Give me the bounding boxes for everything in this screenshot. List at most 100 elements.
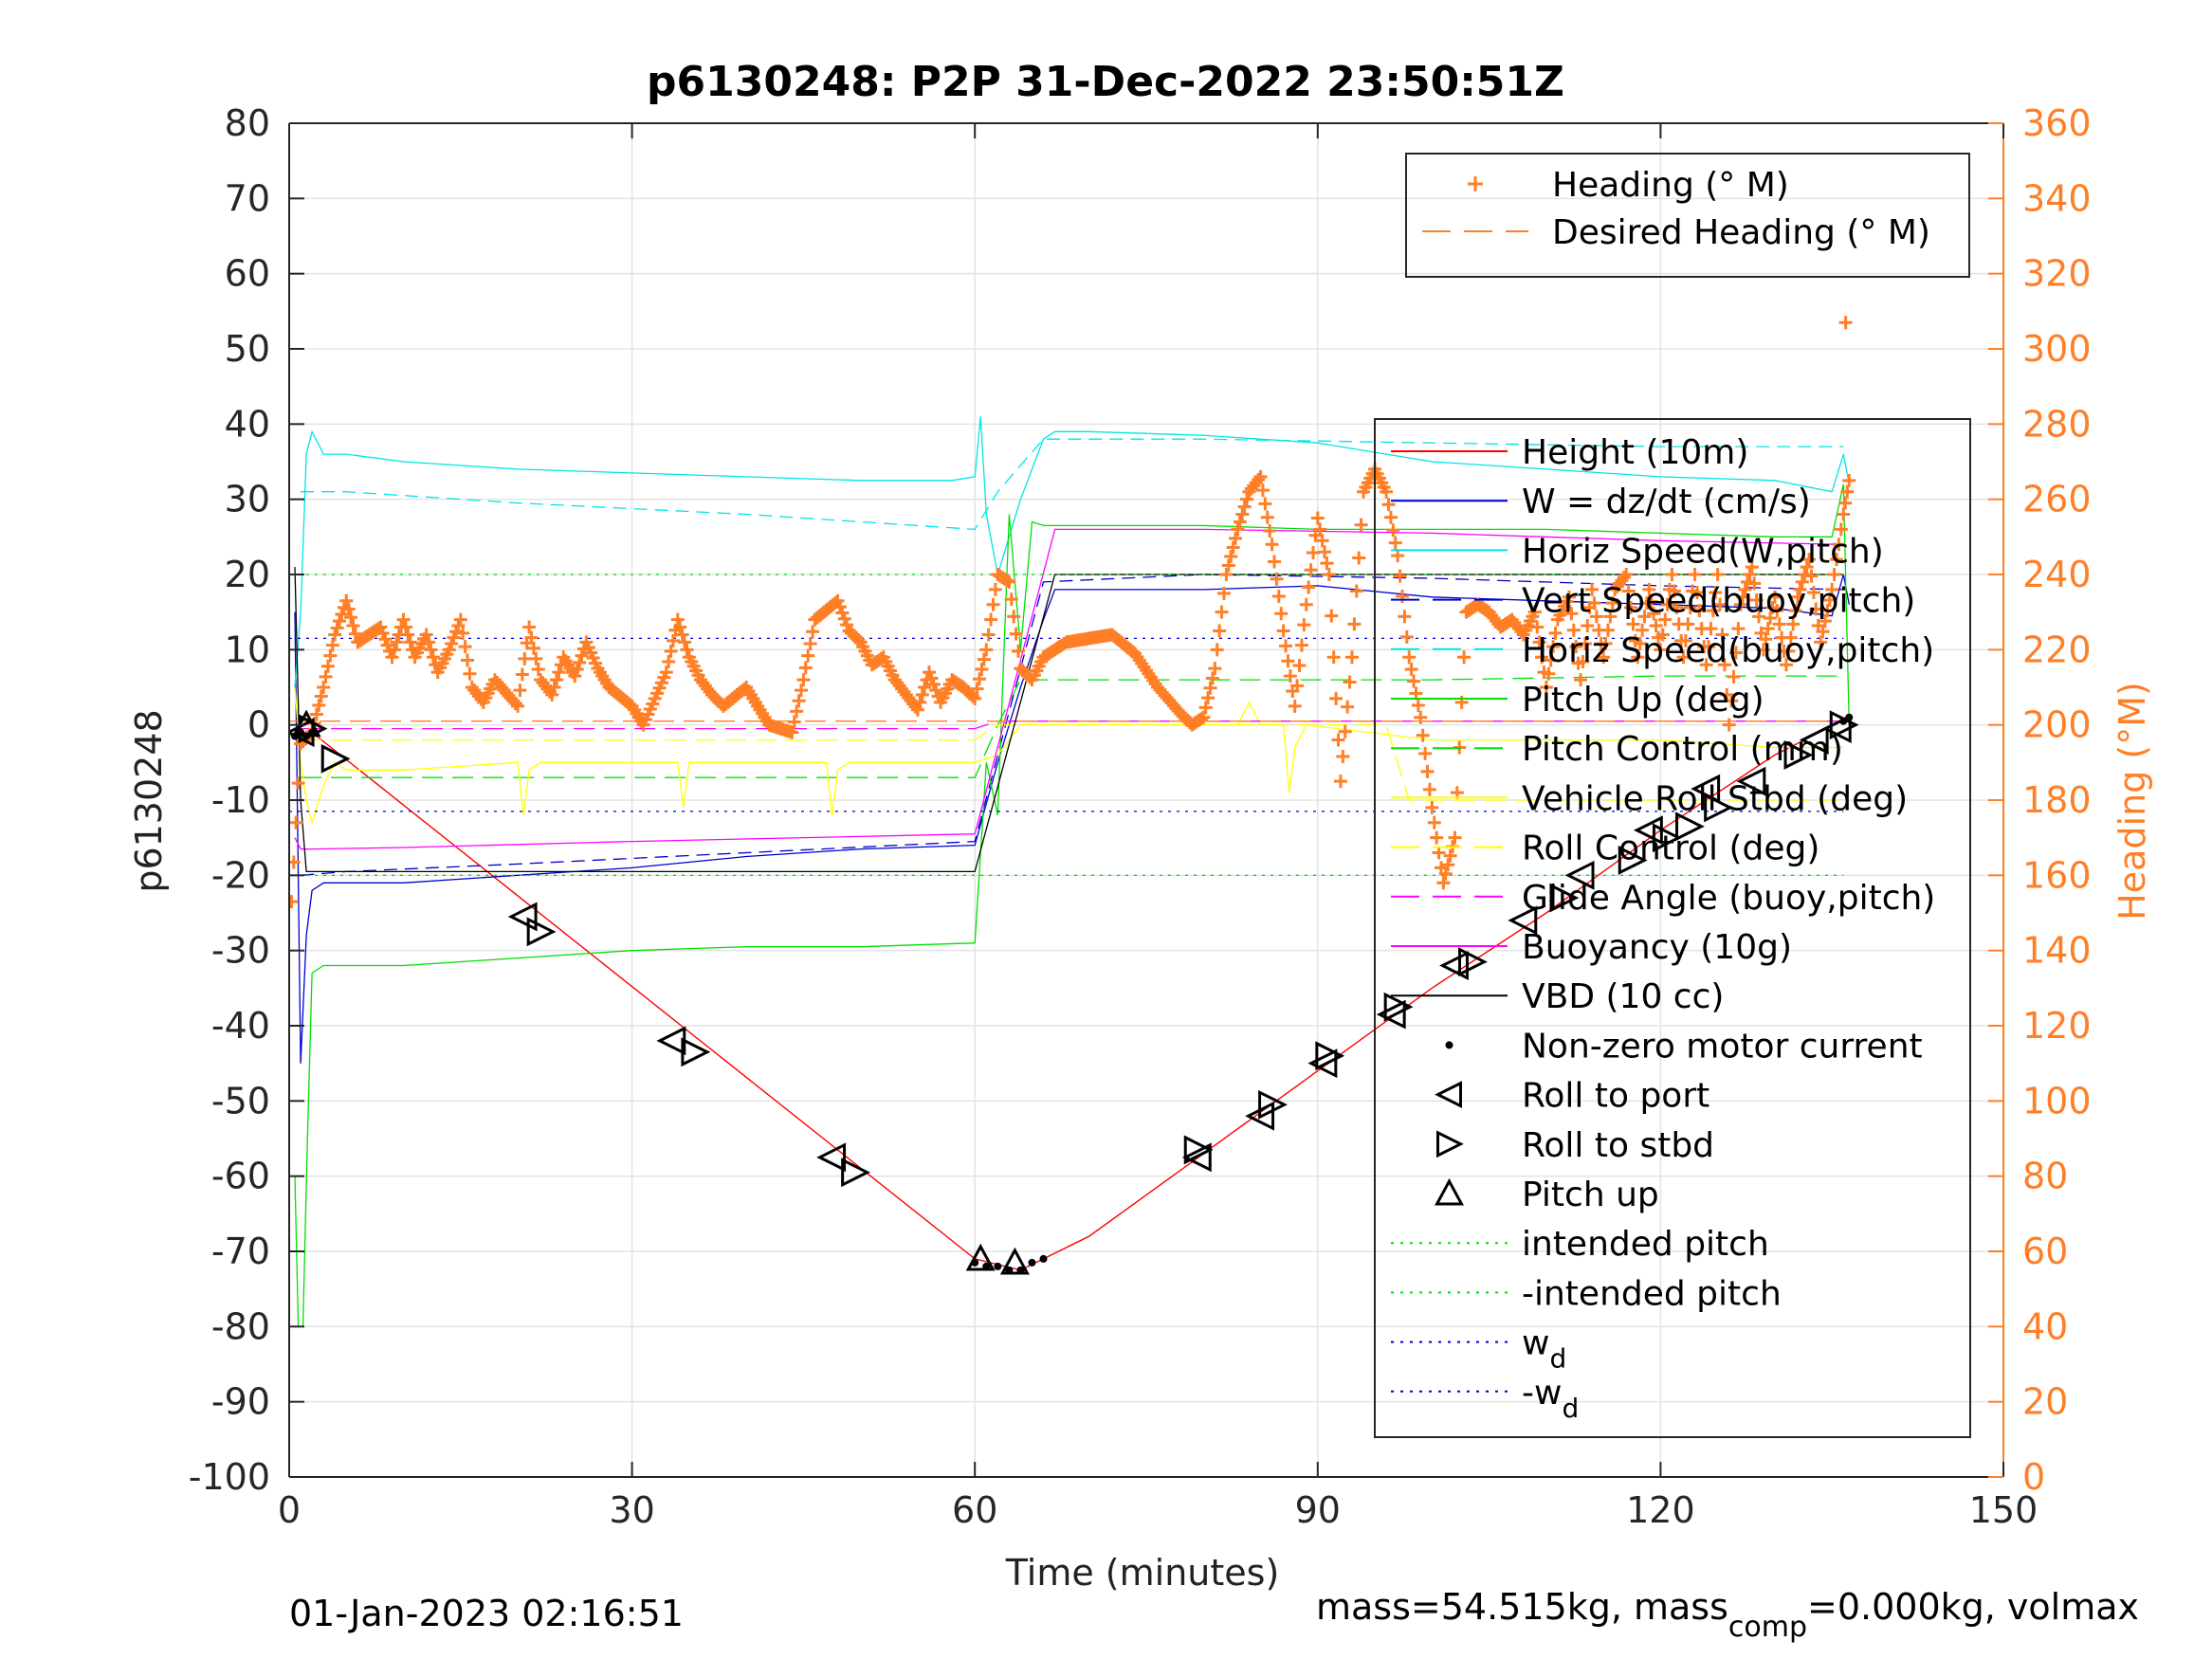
heading-point	[1009, 627, 1023, 641]
heading-point	[289, 895, 299, 909]
roll-stbd-marker	[1383, 992, 1414, 1022]
heading-point	[673, 620, 687, 634]
heading-point	[1660, 597, 1674, 611]
heading-point	[1270, 572, 1284, 586]
y-tick-label: -10	[211, 779, 270, 821]
footer-mass-pre: mass=54.515kg, mass	[1316, 1586, 1728, 1628]
legend-label: -intended pitch	[1522, 1274, 1782, 1313]
heading-point	[1566, 623, 1581, 637]
heading-point	[1603, 610, 1618, 624]
x-tick-label: 0	[278, 1489, 301, 1531]
roll-port-marker	[1181, 1142, 1212, 1173]
legend-label-text: Horiz Speed(buoy,pitch)	[1522, 631, 1934, 670]
heading-point	[977, 652, 991, 666]
heading-point	[552, 665, 566, 680]
heading-point	[1654, 643, 1668, 657]
heading-point	[1649, 618, 1663, 632]
heading-point	[1407, 674, 1421, 688]
heading-point	[1655, 628, 1670, 642]
heading-point	[401, 628, 415, 642]
y-tick-right-label: 280	[2022, 403, 2092, 445]
heading-point	[785, 725, 799, 739]
heading-point	[1260, 510, 1274, 524]
heading-point	[1806, 586, 1820, 600]
y-axis-right-label: Heading (°M)	[2111, 682, 2153, 921]
heading-point	[1194, 712, 1208, 726]
y-tick-right-label: 140	[2022, 930, 2092, 972]
heading-point	[1749, 592, 1764, 607]
y-tick-label: -100	[189, 1456, 270, 1498]
y-tick-label: 70	[225, 177, 270, 219]
heading-point	[1706, 604, 1720, 618]
heading-point	[1809, 602, 1823, 616]
heading-point	[1205, 671, 1219, 685]
legend-label-text: w	[1522, 1324, 1549, 1363]
series-line-9	[301, 720, 1844, 730]
heading-point	[1681, 617, 1695, 631]
heading-point	[1665, 568, 1679, 581]
legend-label: Desired Heading (° M)	[1552, 213, 1930, 252]
heading-point	[1229, 531, 1243, 545]
heading-point	[1822, 592, 1837, 607]
heading-point	[378, 632, 393, 647]
heading-point	[1820, 604, 1835, 618]
roll-stbd-marker	[841, 1158, 870, 1188]
heading-point	[1725, 694, 1739, 708]
y-tick-label: 20	[225, 554, 270, 595]
heading-point	[1702, 640, 1716, 654]
legend-label: VBD (10 cc)	[1522, 977, 1724, 1016]
y-tick-right-label: 80	[2022, 1156, 2068, 1197]
heading-point	[1788, 604, 1802, 618]
heading-point	[1786, 617, 1801, 631]
legend-label: Vert Speed(buoy,pitch)	[1522, 582, 1915, 621]
heading-point	[419, 628, 433, 642]
heading-point	[1253, 469, 1268, 483]
heading-point	[926, 677, 941, 691]
heading-point	[1411, 699, 1425, 713]
heading-point	[986, 597, 1000, 611]
heading-point	[1795, 574, 1809, 589]
heading-point	[1430, 830, 1444, 845]
heading-point	[448, 625, 463, 639]
series-line-7	[294, 686, 1844, 826]
heading-point	[320, 659, 335, 673]
heading-outlier-point	[1838, 316, 1853, 330]
heading-point	[1728, 646, 1743, 660]
heading-point	[319, 669, 333, 684]
heading-point	[794, 684, 808, 698]
heading-point	[1325, 609, 1339, 623]
heading-point	[988, 582, 1002, 596]
heading-point	[348, 627, 362, 641]
heading-point	[787, 715, 801, 729]
heading-point	[1454, 695, 1469, 709]
heading-point	[1383, 510, 1398, 524]
heading-point	[798, 661, 813, 675]
legend-label: Roll to stbd	[1522, 1126, 1714, 1165]
chart-title: p6130248: P2P 31-Dec-2022 23:50:51Z	[647, 58, 1564, 106]
heading-point	[424, 643, 438, 657]
heading-point	[803, 636, 817, 650]
heading-point	[1793, 582, 1807, 596]
heading-point	[1381, 498, 1396, 512]
heading-point	[1759, 632, 1773, 647]
heading-point	[1304, 563, 1318, 577]
heading-point	[1783, 630, 1798, 645]
heading-point	[1231, 522, 1245, 537]
legend-label-text: Pitch up	[1522, 1176, 1659, 1214]
heading-point	[965, 689, 979, 703]
heading-point	[1002, 574, 1016, 589]
heading-point	[1306, 545, 1320, 559]
heading-point	[929, 684, 943, 698]
heading-point	[325, 638, 339, 652]
heading-point	[1816, 625, 1830, 639]
heading-point	[1283, 669, 1297, 684]
heading-point	[1341, 700, 1355, 714]
legend-label: Horiz Speed(W,pitch)	[1522, 532, 1884, 571]
legend-label-sub: d	[1549, 1343, 1566, 1375]
roll-stbd-marker	[1675, 811, 1705, 842]
heading-point	[380, 638, 394, 652]
roll-stbd-marker	[1618, 846, 1648, 875]
heading-point	[801, 648, 815, 663]
y-tick-label: -50	[211, 1080, 270, 1121]
y-tick-label: 10	[225, 629, 270, 670]
